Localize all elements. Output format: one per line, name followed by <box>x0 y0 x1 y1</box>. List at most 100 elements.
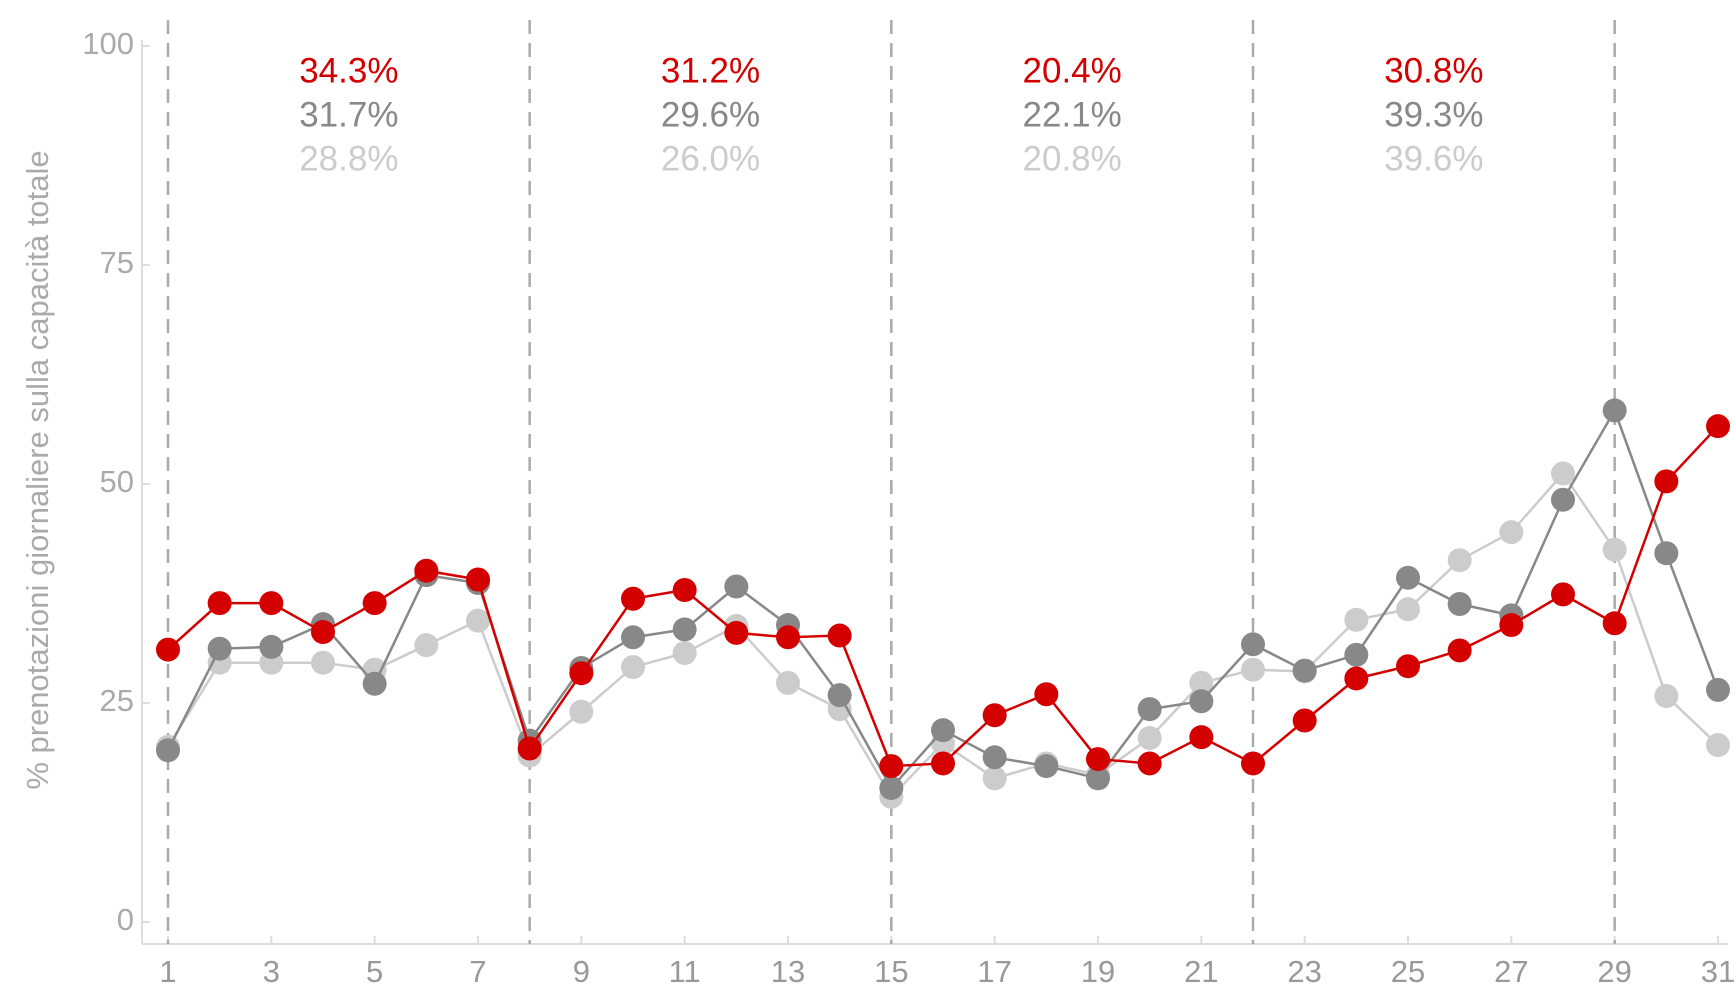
data-point <box>1241 657 1265 682</box>
data-point <box>879 754 904 779</box>
data-point <box>1241 632 1265 657</box>
x-tick-label: 25 <box>1391 954 1425 989</box>
x-tick-label: 27 <box>1494 954 1528 989</box>
data-point <box>466 608 490 633</box>
data-point <box>982 745 1007 770</box>
data-point <box>776 625 800 650</box>
x-tick-label: 9 <box>573 954 590 989</box>
data-point <box>1344 607 1369 632</box>
y-tick-label: 0 <box>117 902 134 937</box>
data-point <box>931 718 955 743</box>
series-line <box>167 425 1719 768</box>
data-point <box>672 577 697 602</box>
week-average: 26.0% <box>661 139 760 178</box>
data-point <box>1189 670 1214 695</box>
data-point <box>1137 726 1162 751</box>
data-point <box>1551 487 1575 512</box>
data-point <box>1602 398 1627 423</box>
data-point <box>156 637 180 662</box>
data-point <box>311 620 335 645</box>
data-point <box>1137 697 1162 722</box>
x-tick-label: 13 <box>771 954 805 989</box>
data-point <box>1086 766 1110 791</box>
data-point <box>1499 613 1524 638</box>
data-point <box>1396 654 1420 679</box>
data-point <box>1447 592 1472 617</box>
week-average: 29.6% <box>661 95 760 134</box>
data-point <box>621 655 645 680</box>
week-average: 31.2% <box>661 51 760 90</box>
data-point <box>156 738 180 763</box>
data-point <box>1602 537 1627 562</box>
data-point <box>517 736 542 761</box>
data-point <box>1034 754 1059 779</box>
week-average: 22.1% <box>1023 95 1122 134</box>
data-point <box>1292 658 1317 683</box>
data-point <box>724 620 749 645</box>
x-tick-label: 21 <box>1184 954 1218 989</box>
data-point <box>1241 751 1265 776</box>
data-point <box>1344 642 1369 667</box>
data-point <box>569 661 594 686</box>
y-tick-label: 25 <box>100 683 134 718</box>
data-point <box>982 766 1007 791</box>
data-point <box>1447 548 1472 573</box>
data-point <box>776 670 800 695</box>
x-tick-label: 3 <box>263 954 280 989</box>
data-point <box>1706 414 1730 439</box>
data-point <box>207 636 232 661</box>
data-point <box>621 625 645 650</box>
data-point <box>672 641 697 666</box>
data-point <box>931 751 955 776</box>
data-point <box>569 699 594 724</box>
data-point <box>414 633 439 658</box>
data-point <box>1189 689 1214 714</box>
y-tick-label: 50 <box>100 464 134 499</box>
data-point <box>1654 469 1679 494</box>
x-tick-label: 1 <box>159 954 176 989</box>
data-point <box>1499 520 1524 545</box>
data-point <box>879 775 904 800</box>
data-point <box>1189 725 1214 750</box>
x-tick-label: 31 <box>1701 954 1735 989</box>
data-point <box>1137 751 1162 776</box>
y-tick-label: 75 <box>100 245 134 280</box>
data-point <box>1086 747 1110 772</box>
data-point <box>724 574 749 599</box>
x-tick-label: 19 <box>1081 954 1115 989</box>
y-axis-label: % prenotazioni giornaliere sulla capacit… <box>20 150 55 789</box>
data-point <box>1292 708 1317 733</box>
data-point <box>1654 541 1679 566</box>
data-point <box>1344 666 1369 691</box>
data-point <box>259 634 284 659</box>
week-average: 39.6% <box>1384 139 1483 178</box>
x-tick-label: 17 <box>977 954 1011 989</box>
x-tick-label: 11 <box>669 954 701 989</box>
data-point <box>1396 597 1420 622</box>
week-average: 20.4% <box>1023 51 1122 90</box>
week-average: 34.3% <box>299 51 398 90</box>
week-average: 31.7% <box>299 95 398 134</box>
week-average: 20.8% <box>1023 139 1122 178</box>
data-point <box>1654 683 1679 708</box>
x-tick-label: 23 <box>1287 954 1321 989</box>
data-point <box>1706 733 1730 758</box>
data-point <box>362 591 387 616</box>
data-point <box>1447 638 1472 663</box>
data-point <box>1034 682 1059 707</box>
data-point <box>414 558 439 583</box>
data-point <box>1706 677 1730 702</box>
x-tick-label: 7 <box>469 954 486 989</box>
week-average: 39.3% <box>1384 95 1483 134</box>
week-average: 30.8% <box>1384 51 1483 90</box>
data-point <box>1551 461 1575 486</box>
data-point <box>1551 582 1575 607</box>
x-tick-label: 15 <box>874 954 908 989</box>
data-point <box>362 671 387 696</box>
y-tick-label: 100 <box>82 26 134 61</box>
x-tick-label: 29 <box>1597 954 1631 989</box>
data-point <box>982 703 1007 728</box>
data-point <box>672 617 697 642</box>
data-point <box>1602 611 1627 636</box>
